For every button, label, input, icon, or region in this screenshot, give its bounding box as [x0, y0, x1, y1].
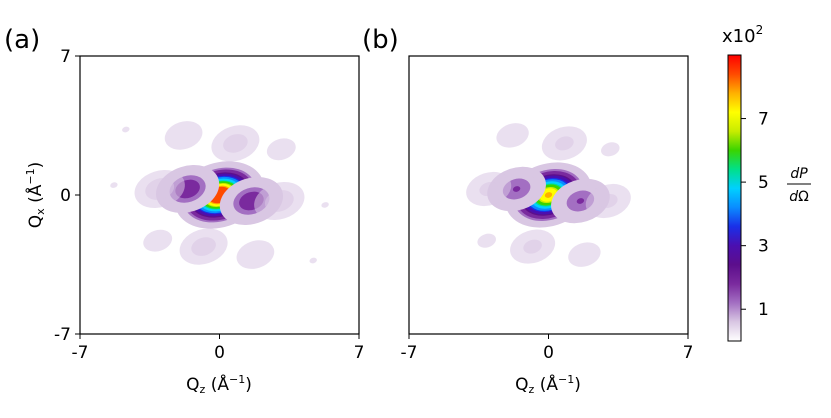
heatmap-contour	[599, 193, 618, 209]
x-tick-label: -7	[72, 343, 89, 363]
heatmap-contour	[247, 198, 256, 204]
panel-b-label: (b)	[362, 25, 399, 55]
heatmap-peak	[585, 183, 631, 219]
colorbar-tick-label: 7	[758, 110, 769, 130]
heatmap-contour	[321, 202, 329, 208]
heatmap-peak	[477, 233, 496, 248]
panel-a-label: (a)	[4, 25, 40, 55]
panel-a-ticks: -7 0 7 -7 0 7	[54, 47, 364, 363]
x-tick-label: 7	[354, 343, 365, 363]
colorbar-tick-label: 1	[758, 300, 769, 320]
x-tick-label: 7	[683, 343, 694, 363]
colorbar-frame	[727, 54, 742, 342]
colorbar: x102 1 3 5 7 dP dΩ	[722, 23, 811, 342]
heatmap-contour	[223, 134, 248, 153]
heatmap-contour	[479, 181, 498, 197]
panel-b: (b) -7 0 7 Qz (Å−1)	[362, 25, 693, 396]
colorbar-label-numerator: dP	[790, 166, 808, 182]
heatmap-peak	[510, 229, 556, 264]
heatmap-contour	[555, 136, 574, 151]
x-tick-label: -7	[401, 343, 418, 363]
heatmap-peak	[466, 171, 512, 207]
panel-b-ticks: -7 0 7	[401, 334, 694, 363]
heatmap-contour	[110, 182, 118, 188]
colorbar-tick-label: 3	[758, 237, 769, 257]
panel-a-ylabel: Qx (Å−1)	[24, 162, 47, 228]
heatmap-contour	[143, 229, 173, 252]
y-tick-label: -7	[54, 325, 71, 345]
x-tick-label: 0	[543, 343, 554, 363]
heatmap-peak	[309, 257, 317, 264]
heatmap-contour	[568, 242, 601, 267]
colorbar-multiplier: x102	[722, 23, 763, 47]
panel-a-heatmap	[110, 121, 329, 269]
colorbar-ticks: 1 3 5 7	[741, 110, 769, 320]
heatmap-peak	[236, 240, 275, 269]
heatmap-peak	[568, 242, 601, 267]
heatmap-peak	[541, 126, 587, 161]
x-tick-label: 0	[214, 343, 225, 363]
heatmap-contour	[236, 240, 275, 269]
heatmap-peak	[143, 229, 173, 252]
heatmap-contour	[266, 138, 296, 161]
heatmap-contour	[264, 190, 294, 212]
y-tick-label: 7	[60, 47, 71, 67]
heatmap-peak	[164, 121, 203, 150]
heatmap-contour	[164, 121, 203, 150]
heatmap-peak	[110, 182, 118, 188]
colorbar-gradient	[728, 55, 741, 341]
heatmap-peak	[321, 202, 329, 208]
heatmap-peak	[496, 123, 529, 148]
y-tick-label: 0	[60, 186, 71, 206]
colorbar-tick-label: 5	[758, 173, 769, 193]
heatmap-contour	[496, 123, 529, 148]
heatmap-contour	[145, 178, 175, 200]
heatmap-contour	[183, 186, 192, 192]
heatmap-contour	[477, 233, 496, 248]
heatmap-peak	[266, 138, 296, 161]
panel-b-heatmap	[466, 123, 631, 267]
panel-a: (a) -7 0 7 -7 0 7 Qz (Å−1) Qx (Å−1)	[4, 25, 364, 396]
heatmap-contour	[523, 239, 542, 254]
heatmap-peak	[179, 228, 228, 265]
heatmap-peak	[254, 181, 305, 221]
heatmap-peak	[134, 169, 185, 209]
heatmap-peak	[601, 142, 620, 157]
colorbar-label-denominator: dΩ	[789, 189, 809, 205]
heatmap-contour	[544, 192, 553, 198]
heatmap-peak	[122, 126, 130, 133]
heatmap-contour	[601, 142, 620, 157]
heatmap-contour	[309, 257, 317, 264]
heatmap-contour	[191, 237, 216, 256]
heatmap-contour	[512, 186, 521, 192]
panel-a-xlabel: Qz (Å−1)	[186, 373, 252, 396]
heatmap-contour	[122, 126, 130, 133]
panel-b-xlabel: Qz (Å−1)	[515, 373, 581, 396]
heatmap-contour	[576, 198, 585, 204]
heatmap-peak	[211, 125, 260, 162]
